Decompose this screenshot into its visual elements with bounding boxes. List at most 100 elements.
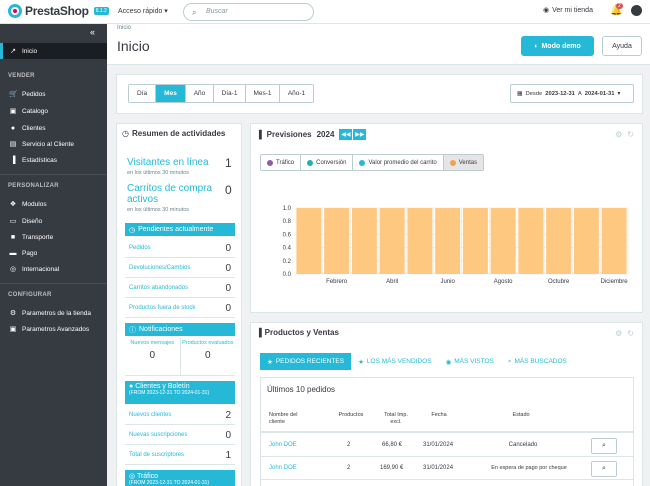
period-prev-day-button[interactable]: Día-1	[214, 85, 246, 102]
clients-label: Nuevos clientes	[129, 412, 172, 418]
legend-sales[interactable]: Ventas	[443, 155, 484, 170]
gear-icon[interactable]: ⚙	[615, 130, 623, 139]
active-carts-label[interactable]: Carritos de compra activos	[127, 183, 213, 205]
version-badge: 8.1.2	[93, 7, 109, 15]
clients-section-label: ● Clientes y Boletín	[129, 383, 190, 390]
tab-best-sellers[interactable]: ★ LOS MÁS VENDIDOS	[351, 353, 438, 370]
legend-dot	[267, 159, 273, 166]
orders-title: Últimos 10 pedidos	[267, 385, 336, 394]
new-messages-label: Nuevos mensajes	[130, 340, 175, 346]
legend-avg-cart[interactable]: Valor promedio del carrito	[353, 155, 444, 170]
pending-returns-row[interactable]: Devoluciones/Cambios 0	[125, 259, 235, 278]
sidebar-item-catalogo[interactable]: ▣ Catalogo	[0, 103, 107, 119]
breadcrumb[interactable]: Inicio	[117, 25, 132, 31]
tab-most-viewed[interactable]: ◉ MÁS VISTOS	[439, 353, 501, 370]
sidebar-item-diseno[interactable]: ▭ Diseño	[0, 213, 107, 229]
bell-icon[interactable]: 🔔	[610, 5, 623, 16]
clients-section-header: ● Clientes y Boletín (FROM 2023-12-31 TO…	[125, 381, 235, 404]
date-range-picker[interactable]: ▦ Desde 2023-12-31 A 2024-01-31 ▾	[510, 84, 634, 103]
total-subscribers-row[interactable]: Total de suscriptores 1	[125, 446, 235, 465]
search-input[interactable]: ⌕ Buscar	[183, 3, 314, 21]
sidebar-item-transporte[interactable]: ■ Transporte	[0, 229, 107, 245]
collapse-icon[interactable]: «	[90, 27, 96, 37]
bar-junio	[435, 208, 461, 274]
pending-out-of-stock-row[interactable]: Productos fuera de stock 0	[125, 299, 235, 318]
next-year-button[interactable]: ▶▶	[353, 129, 367, 140]
sidebar-item-label: Catalogo	[22, 107, 49, 115]
view-store-link[interactable]: ◉ Ver mi tienda	[543, 6, 593, 15]
period-prev-year-button[interactable]: Año-1	[280, 85, 313, 102]
date-range-to: 2024-01-31	[584, 90, 615, 97]
pending-orders-row[interactable]: Pedidos 0	[125, 239, 235, 258]
sidebar-item-inicio[interactable]: ↗ Inicio	[0, 43, 107, 59]
pending-abandoned-carts-row[interactable]: Carritos abandonados 0	[125, 279, 235, 298]
sidebar-item-internacional[interactable]: ◎ Internacional	[0, 261, 107, 277]
online-visitors-sub: en los últimos 30 minutos	[127, 170, 190, 176]
order-client[interactable]: John DOE	[269, 442, 297, 448]
prev-year-button[interactable]: ◀◀	[339, 129, 353, 140]
online-visitors-label[interactable]: Visitantes en línea	[127, 157, 209, 168]
logo[interactable]: PrestaShop 8.1.2	[8, 4, 109, 18]
gear-icon[interactable]: ⚙	[615, 329, 623, 338]
store-icon: ▣	[9, 108, 17, 115]
sidebar-item-servicio[interactable]: ▤ Servicio al Cliente	[0, 136, 107, 152]
y-tick-label: 0.4	[283, 246, 292, 252]
search-icon: ⌕	[602, 442, 606, 449]
reviewed-products-cell[interactable]: Productos evaluados 0	[181, 338, 236, 375]
notifications-section-header: ⓘ Notificaciones	[125, 323, 235, 336]
legend-traffic[interactable]: Tráfico	[261, 155, 302, 170]
table-row: John DOE 2 169,90 € 31/01/2024 En espera…	[261, 458, 633, 480]
order-status: En espera de pago por cheque	[491, 465, 567, 471]
truck-icon: ■	[10, 233, 16, 241]
stats-icon: ▐	[10, 156, 16, 164]
sidebar-item-estadisticas[interactable]: ▐ Estadísticas	[0, 152, 107, 168]
period-month-button[interactable]: Mes	[156, 85, 186, 102]
view-order-button[interactable]: ⌕	[591, 438, 617, 454]
pending-value: 0	[225, 262, 231, 274]
top-bar: PrestaShop 8.1.2 Acceso rápido ▾ ⌕ Busca…	[0, 0, 650, 24]
tab-most-searched[interactable]: ⌕ MÁS BUSCADOS	[501, 353, 574, 370]
search-icon: ⌕	[507, 357, 512, 365]
bar-abril	[379, 208, 405, 274]
period-day-button[interactable]: Día	[129, 85, 156, 102]
monitor-icon: ▭	[9, 218, 17, 225]
chart-y-ticks: 0.0 0.2 0.4 0.6 0.8 1.0	[283, 206, 292, 278]
quick-access-dropdown[interactable]: Acceso rápido ▾	[118, 8, 168, 15]
user-avatar-icon[interactable]	[631, 5, 642, 16]
order-date: 31/01/2024	[423, 465, 454, 471]
bar-diciembre	[601, 208, 627, 274]
new-messages-cell[interactable]: Nuevos mensajes 0	[125, 338, 181, 375]
refresh-icon[interactable]: ↻	[627, 130, 634, 139]
legend-conversion[interactable]: Conversión	[301, 155, 354, 170]
bar-octubre	[546, 208, 572, 274]
refresh-icon[interactable]: ↻	[627, 329, 634, 338]
tab-recent-orders[interactable]: ★ PEDIDOS RECIENTES	[260, 353, 352, 370]
pending-value: 0	[225, 302, 231, 314]
order-client[interactable]: John DOE	[269, 465, 297, 471]
clients-range: (FROM 2023-12-31 TO 2024-01-31)	[129, 390, 210, 396]
reviewed-products-value: 0	[204, 350, 211, 361]
view-store-label: Ver mi tienda	[552, 6, 593, 14]
tab-label: LOS MÁS VENDIDOS	[366, 358, 432, 365]
notifications-section-label: Notificaciones	[139, 326, 183, 333]
sidebar-item-parametros-tienda[interactable]: ⚙ Parametros de la tienda	[0, 305, 107, 321]
sidebar-item-label: Modulos	[22, 200, 47, 208]
sidebar-item-pedidos[interactable]: 🛒 Pedidos	[0, 86, 107, 102]
new-subscriptions-row[interactable]: Nuevas suscripciones 0	[125, 426, 235, 445]
reviewed-products-label: Productos evaluados	[182, 340, 234, 346]
forecast-panel: ▐ Previsiones 2024 ◀◀ ▶▶ ⚙ ↻ Tráfico Con…	[250, 123, 643, 313]
new-clients-row[interactable]: Nuevos clientes 2	[125, 406, 235, 425]
sidebar-item-modulos[interactable]: ❖ Modulos	[0, 196, 107, 212]
help-button[interactable]: Ayuda	[602, 36, 642, 56]
forecast-year: 2024	[316, 130, 335, 139]
period-year-button[interactable]: Año	[186, 85, 214, 102]
sidebar-item-parametros-avanzados[interactable]: ▣ Parametros Avanzados	[0, 321, 107, 337]
view-order-button[interactable]: ⌕	[591, 461, 617, 477]
sidebar-section-personalizar: PERSONALIZAR	[8, 183, 59, 189]
sidebar-item-pago[interactable]: ▬ Pago	[0, 245, 107, 261]
period-prev-month-button[interactable]: Mes-1	[246, 85, 280, 102]
active-carts-value: 0	[225, 183, 232, 197]
demo-mode-button[interactable]: ◐ Modo demo	[521, 36, 594, 56]
online-visitors-value: 1	[225, 156, 232, 170]
sidebar-item-clientes[interactable]: ● Clientes	[0, 120, 107, 136]
